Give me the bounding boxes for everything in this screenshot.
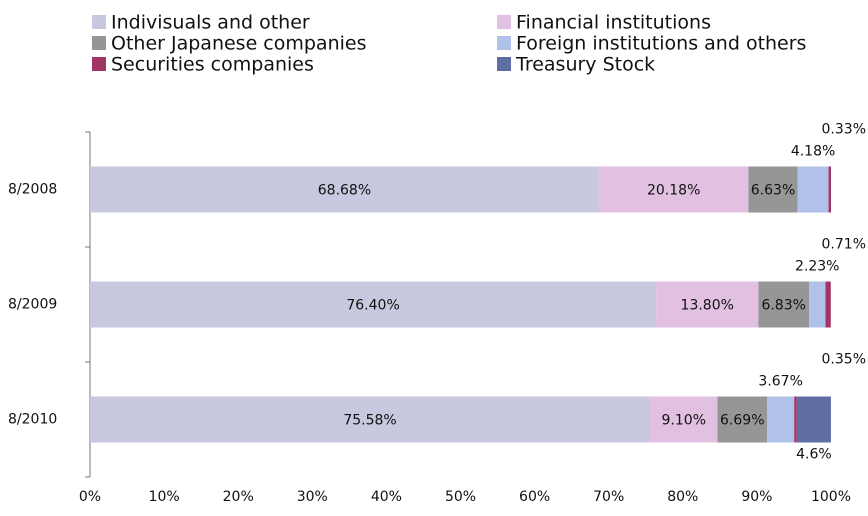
x-tick-label: 10% [149, 489, 180, 505]
x-tick-label: 0% [79, 489, 101, 505]
bar-segment [794, 396, 797, 443]
x-tick-label: 50% [445, 489, 476, 505]
data-label: 4.6% [796, 447, 832, 463]
data-label: 20.18% [647, 183, 700, 199]
bar-segment [717, 396, 768, 443]
bar-segment [656, 281, 759, 328]
x-tick-label: 100% [811, 489, 851, 505]
bar-segment [748, 166, 798, 213]
legend-swatch [92, 36, 106, 50]
bar-segment [808, 281, 826, 328]
data-label: 75.58% [343, 413, 396, 429]
bar-segment [598, 166, 749, 213]
data-label: 2.23% [795, 259, 839, 275]
x-tick-label: 40% [371, 489, 402, 505]
y-tick-label: 8/2010 [8, 412, 57, 428]
x-tick-label: 70% [593, 489, 624, 505]
x-tick-label: 90% [741, 489, 772, 505]
x-tick-label: 30% [297, 489, 328, 505]
data-label: 0.71% [822, 237, 866, 253]
legend-label: Securities companies [111, 54, 314, 76]
data-label: 3.67% [758, 374, 802, 390]
legend-swatch [497, 36, 511, 50]
bar-segment [758, 281, 809, 328]
data-label: 6.83% [761, 298, 805, 314]
data-label: 76.40% [346, 298, 399, 314]
legend-label: Foreign institutions and others [516, 33, 806, 55]
data-label: 68.68% [318, 183, 371, 199]
data-label: 6.69% [720, 413, 764, 429]
bar-segment [90, 166, 599, 213]
x-tick-label: 80% [667, 489, 698, 505]
x-tick-label: 20% [223, 489, 254, 505]
legend-label: Financial institutions [516, 12, 711, 34]
x-tick-label: 60% [519, 489, 550, 505]
bar-segment [90, 281, 657, 328]
bar-segment [797, 166, 829, 213]
bar-segment [90, 396, 651, 443]
data-label: 0.33% [822, 122, 866, 138]
data-label: 6.63% [751, 183, 795, 199]
bar-segment [828, 166, 831, 213]
data-label: 0.35% [822, 352, 866, 368]
y-tick-label: 8/2008 [8, 182, 57, 198]
legend-label: Indivisuals and other [111, 12, 310, 34]
legend-swatch [497, 57, 511, 71]
data-label: 4.18% [791, 144, 835, 160]
data-label: 9.10% [662, 413, 706, 429]
bar-segment [796, 396, 831, 443]
legend-swatch [92, 57, 106, 71]
legend-swatch [92, 15, 106, 29]
bar-segment [650, 396, 718, 443]
legend-swatch [497, 15, 511, 29]
bar-segment [825, 281, 831, 328]
legend-label: Treasury Stock [515, 54, 655, 76]
legend-label: Other Japanese companies [111, 33, 367, 55]
y-tick-label: 8/2009 [8, 297, 57, 313]
data-label: 13.80% [681, 298, 734, 314]
bar-segment [767, 396, 795, 443]
